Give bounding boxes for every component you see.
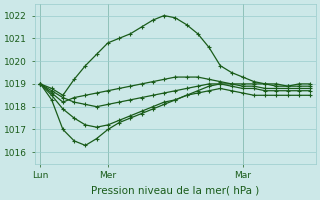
X-axis label: Pression niveau de la mer( hPa ): Pression niveau de la mer( hPa )	[91, 186, 260, 196]
